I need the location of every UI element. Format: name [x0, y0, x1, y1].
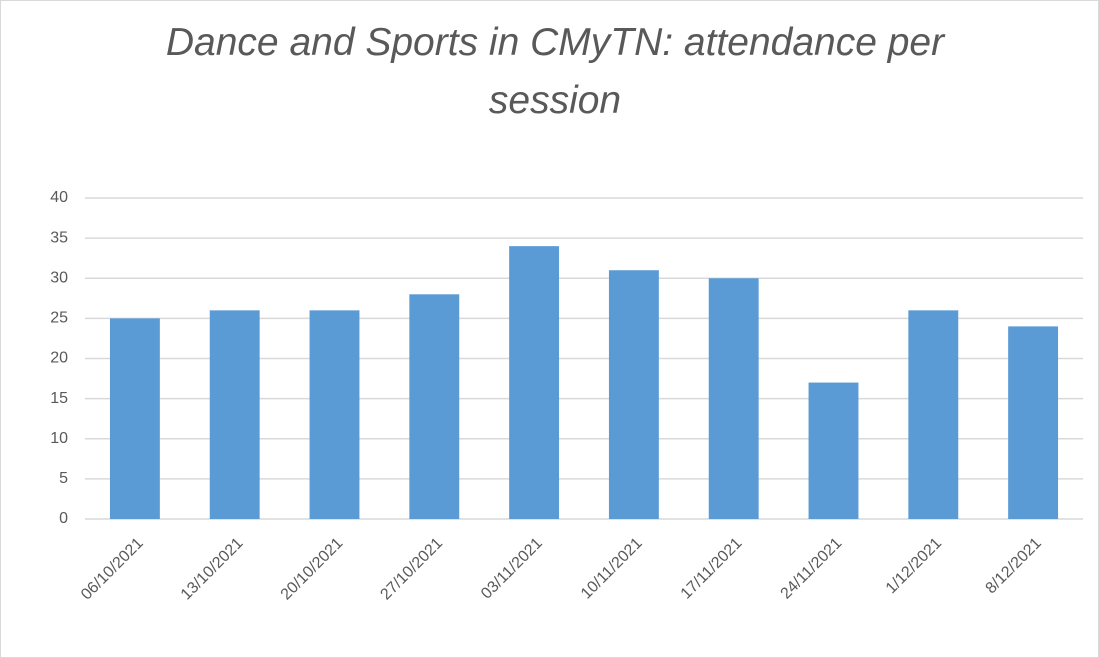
chart-title: Dance and Sports in CMyTN: attendance pe… — [165, 21, 945, 122]
x-tick-label: 8/12/2021 — [983, 535, 1045, 597]
bar — [209, 310, 260, 519]
bar — [908, 310, 959, 519]
bar — [109, 318, 160, 519]
y-tick-label: 15 — [50, 390, 68, 407]
y-tick-label: 20 — [50, 350, 68, 367]
bar — [409, 294, 460, 519]
y-tick-label: 10 — [50, 430, 68, 447]
y-tick-label: 25 — [50, 310, 68, 327]
y-tick-label: 35 — [50, 229, 68, 246]
bar — [509, 246, 560, 519]
bar — [309, 310, 360, 519]
bar — [1008, 326, 1059, 519]
bar — [608, 270, 659, 519]
y-tick-label: 30 — [50, 269, 68, 286]
x-tick-label: 1/12/2021 — [883, 535, 945, 597]
y-tick-label: 5 — [59, 470, 68, 487]
x-tick-label: 06/10/2021 — [78, 535, 147, 604]
bar — [808, 382, 859, 519]
x-tick-label: 03/11/2021 — [478, 535, 546, 603]
x-tick-label: 10/11/2021 — [578, 535, 646, 603]
y-tick-label: 0 — [59, 510, 68, 527]
x-tick-label: 17/11/2021 — [678, 535, 746, 603]
x-tick-label: 20/10/2021 — [278, 535, 347, 604]
bar — [708, 278, 759, 519]
y-tick-label: 40 — [50, 189, 68, 206]
x-tick-label: 24/11/2021 — [778, 535, 846, 603]
x-tick-label: 13/10/2021 — [178, 535, 247, 604]
x-tick-label: 27/10/2021 — [377, 535, 446, 604]
